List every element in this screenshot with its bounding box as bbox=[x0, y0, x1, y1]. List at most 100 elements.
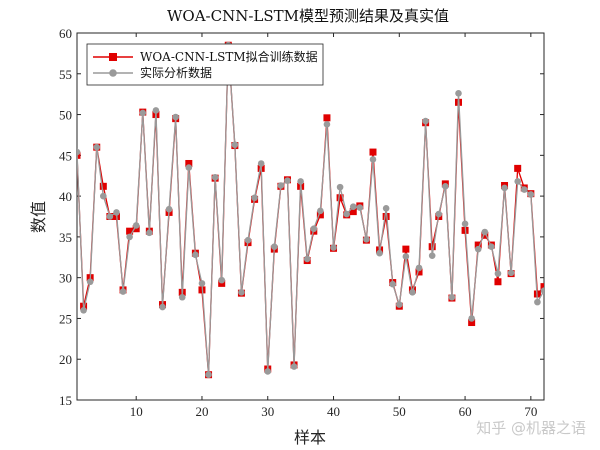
actual-point bbox=[310, 225, 318, 233]
actual-point bbox=[409, 289, 416, 296]
actual-point bbox=[152, 107, 160, 114]
actual-point bbox=[376, 249, 383, 257]
legend-label-fit: WOA-CNN-LSTM拟合训练数据 bbox=[140, 49, 318, 64]
actual-point bbox=[100, 192, 107, 200]
fit-point bbox=[369, 148, 377, 156]
x-tick-label: 50 bbox=[393, 404, 406, 419]
fit-point bbox=[514, 164, 522, 172]
actual-point bbox=[356, 204, 364, 211]
plot-area bbox=[76, 32, 545, 401]
actual-point bbox=[119, 288, 127, 295]
actual-point bbox=[132, 222, 140, 229]
plot-series bbox=[77, 41, 544, 379]
actual-point bbox=[77, 148, 81, 156]
fit-point bbox=[126, 227, 134, 235]
fit-point bbox=[468, 319, 476, 327]
actual-point bbox=[455, 90, 462, 97]
legend-marker-actual bbox=[109, 69, 117, 77]
actual-point bbox=[501, 184, 508, 192]
actual-point bbox=[520, 186, 528, 193]
actual-point bbox=[494, 270, 502, 277]
legend-marker-fit bbox=[109, 53, 117, 61]
fit-point bbox=[494, 278, 502, 286]
fit-point bbox=[474, 241, 482, 249]
actual-point bbox=[86, 278, 94, 286]
fit-point bbox=[402, 245, 410, 253]
actual-point bbox=[468, 315, 475, 322]
y-tick-label: 40 bbox=[59, 189, 72, 204]
actual-point bbox=[330, 244, 337, 251]
actual-point bbox=[461, 220, 469, 228]
actual-point bbox=[165, 205, 173, 213]
actual-point bbox=[284, 177, 291, 184]
actual-point bbox=[277, 182, 285, 189]
actual-point bbox=[382, 205, 390, 212]
actual-point bbox=[146, 229, 153, 237]
actual-point bbox=[363, 236, 370, 243]
actual-point bbox=[238, 289, 245, 296]
actual-point bbox=[244, 236, 252, 244]
actual-point bbox=[343, 210, 350, 218]
actual-point bbox=[192, 251, 199, 259]
actual-point bbox=[211, 174, 219, 181]
y-tick-label: 15 bbox=[59, 393, 72, 408]
actual-point bbox=[139, 109, 147, 117]
actual-point bbox=[290, 363, 298, 370]
actual-point bbox=[178, 293, 186, 301]
actual-point bbox=[218, 276, 226, 284]
fit-point bbox=[316, 211, 324, 219]
actual-point bbox=[323, 121, 331, 128]
actual-point bbox=[93, 143, 101, 151]
fit-point bbox=[349, 208, 357, 216]
actual-point bbox=[474, 245, 482, 253]
series-group bbox=[77, 41, 544, 379]
x-tick-label: 30 bbox=[261, 404, 274, 419]
fit-point bbox=[382, 213, 390, 220]
actual-point bbox=[80, 306, 87, 314]
actual-point bbox=[159, 303, 166, 311]
x-axis-label: 样本 bbox=[294, 428, 326, 447]
legend-label-actual: 实际分析数据 bbox=[140, 65, 212, 80]
actual-point bbox=[264, 368, 272, 375]
actual-point bbox=[113, 209, 120, 216]
actual-point bbox=[435, 210, 443, 218]
actual-point bbox=[185, 164, 193, 171]
actual-point bbox=[389, 280, 397, 288]
x-tick-label: 10 bbox=[130, 404, 143, 419]
fit-point bbox=[77, 151, 81, 159]
actual-point bbox=[534, 298, 541, 306]
actual-point bbox=[198, 280, 206, 287]
actual-point bbox=[106, 213, 114, 220]
actual-point bbox=[297, 178, 304, 185]
x-tick-label: 60 bbox=[459, 404, 472, 419]
actual-point bbox=[514, 178, 521, 185]
actual-point bbox=[271, 243, 278, 250]
actual-point bbox=[349, 203, 357, 211]
actual-point bbox=[488, 243, 495, 250]
actual-point bbox=[402, 253, 410, 260]
y-tick-label: 55 bbox=[59, 67, 72, 82]
legend-box bbox=[86, 43, 324, 86]
actual-point bbox=[303, 255, 311, 263]
actual-point bbox=[428, 252, 436, 259]
y-tick-label: 50 bbox=[59, 108, 72, 123]
actual-point bbox=[317, 207, 324, 215]
fit-point bbox=[415, 268, 423, 276]
y-axis-label: 数值 bbox=[29, 201, 48, 233]
watermark: 知乎 @机器之语 bbox=[476, 419, 586, 437]
actual-point bbox=[395, 301, 403, 308]
actual-point bbox=[231, 141, 239, 149]
y-tick-label: 45 bbox=[59, 148, 72, 163]
y-tick-label: 35 bbox=[59, 230, 72, 245]
actual-point bbox=[448, 293, 456, 301]
fit-point bbox=[336, 194, 344, 202]
actual-point bbox=[369, 156, 377, 163]
actual-point bbox=[442, 183, 449, 190]
series-line-1 bbox=[77, 45, 544, 375]
actual-point bbox=[507, 269, 515, 277]
x-tick-label: 20 bbox=[195, 404, 208, 419]
fit-point bbox=[323, 114, 331, 122]
x-tick-label: 70 bbox=[524, 404, 537, 419]
actual-point bbox=[422, 117, 429, 125]
